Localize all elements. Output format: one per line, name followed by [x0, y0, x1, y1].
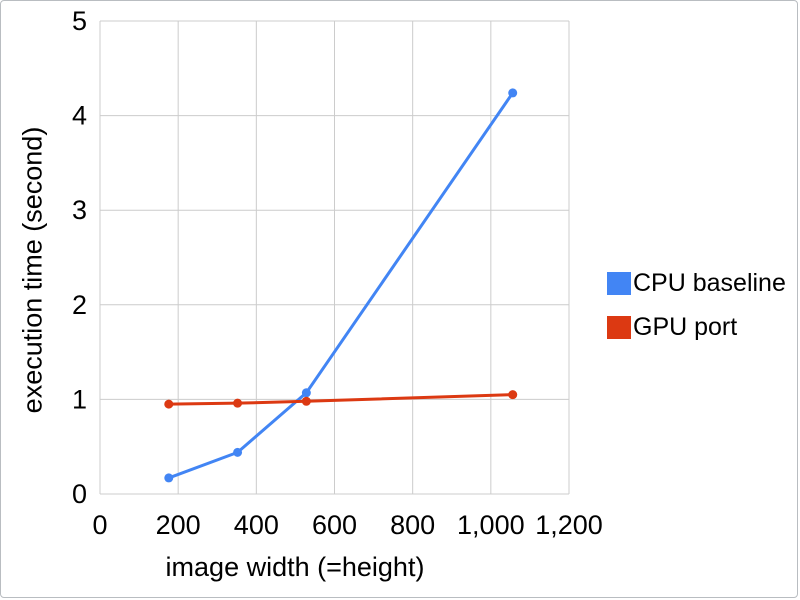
y-tick-label: 4: [72, 101, 87, 131]
data-point-cpu-baseline: [233, 447, 243, 457]
data-point-gpu-port: [164, 399, 174, 409]
data-point-gpu-port: [508, 390, 518, 400]
y-axis-title: execution time (second): [17, 126, 48, 414]
legend-swatch-icon: [607, 272, 631, 295]
legend: CPU baseline GPU port: [607, 269, 786, 357]
legend-item-gpu-port: GPU port: [607, 313, 786, 342]
x-tick-label: 400: [234, 510, 279, 540]
x-tick-label: 0: [92, 510, 107, 540]
legend-item-cpu-baseline: CPU baseline: [607, 269, 786, 298]
data-point-cpu-baseline: [164, 473, 174, 483]
x-tick-label: 800: [390, 510, 435, 540]
data-point-gpu-port: [233, 398, 243, 408]
x-axis-title: image width (=height): [165, 552, 425, 582]
series-line-cpu-baseline: [167, 91, 515, 480]
x-tick-label: 600: [312, 510, 357, 540]
y-tick-label: 0: [72, 479, 87, 509]
x-tick-label: 1,200: [535, 510, 603, 540]
x-tick-label: 1,000: [457, 510, 525, 540]
legend-swatch-icon: [607, 316, 631, 339]
data-point-cpu-baseline: [301, 388, 311, 398]
y-tick-label: 1: [72, 384, 87, 414]
data-point-gpu-port: [301, 396, 311, 406]
legend-label: GPU port: [633, 313, 738, 341]
x-tick-label: 200: [156, 510, 201, 540]
y-tick-label: 5: [72, 6, 87, 36]
y-tick-label: 2: [72, 290, 87, 320]
y-tick-label: 3: [72, 195, 87, 225]
legend-label: CPU baseline: [633, 269, 786, 297]
series-line-gpu-port: [167, 393, 515, 406]
data-point-cpu-baseline: [508, 88, 518, 98]
